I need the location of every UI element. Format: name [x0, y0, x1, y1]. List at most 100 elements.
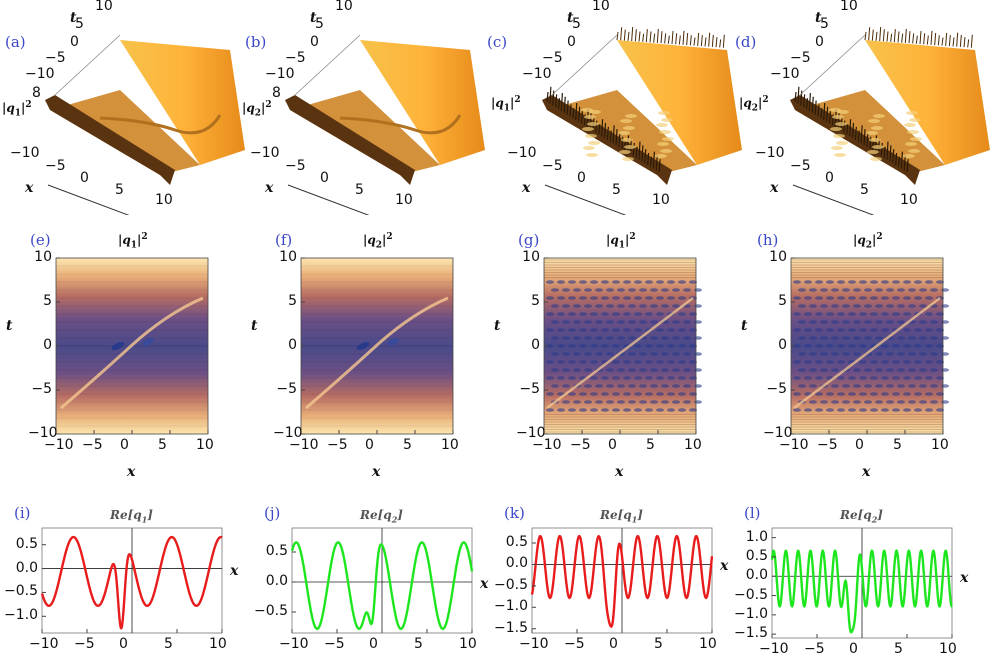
ripple-cell: [661, 352, 669, 356]
x-tick-label: 5: [893, 437, 902, 453]
ripple-cell: [606, 304, 614, 308]
y-tick-label: 5: [778, 293, 787, 309]
ripple-cell: [661, 384, 669, 388]
ripple-cell: [842, 400, 850, 404]
ripple-cell: [612, 360, 620, 364]
ripple-cell: [667, 328, 675, 332]
ripple-cell: [804, 376, 812, 380]
surface-ripple: [909, 118, 921, 122]
ripple-cell: [809, 352, 817, 356]
ripple-cell: [595, 384, 603, 388]
t-tick-label: −5: [542, 50, 563, 66]
surface-panel-a: (a) t 10 5 0 −5 −10 |q1|2 8 −10 −5 0 5 10 x: [0, 0, 260, 215]
ripple-cell: [606, 336, 614, 340]
ripple-cell: [914, 376, 922, 380]
ripple-cell: [903, 344, 911, 348]
surface-spike: [612, 125, 615, 144]
surface-ripple: [834, 153, 846, 157]
surface-spike: [923, 33, 926, 45]
surface-ripple: [908, 149, 920, 153]
y-tick-label: 0: [778, 337, 787, 353]
surface-spike: [880, 142, 883, 157]
ripple-cell: [804, 344, 812, 348]
t-axis-line: [294, 34, 361, 96]
ripple-cell: [601, 408, 609, 412]
ripple-cell: [551, 336, 559, 340]
ripple-cell: [606, 288, 614, 292]
ripple-cell: [941, 288, 949, 292]
x-tick-label: −10: [507, 145, 537, 161]
ripple-cell: [562, 400, 570, 404]
surface-spike: [937, 35, 940, 46]
x-tick-label: −5: [74, 636, 95, 652]
surface-spike: [719, 39, 722, 48]
surface-spike: [854, 126, 857, 140]
y-tick-label: 0.0: [265, 573, 288, 589]
y-axis-label: t: [494, 318, 501, 334]
plot-title: |q1|2: [118, 232, 148, 251]
y-axis-label: t: [6, 318, 13, 334]
surface-spike: [893, 29, 896, 43]
ripple-cell: [793, 376, 801, 380]
surface-spike: [934, 33, 937, 46]
ripple-cell: [842, 320, 850, 324]
y-tick-label: −0.5: [4, 583, 38, 600]
surface-spike: [649, 31, 652, 43]
x-tick-label: 0: [119, 636, 128, 652]
surface-ripple: [867, 150, 879, 154]
surface-ripple: [660, 149, 672, 153]
ripple-cell: [925, 344, 933, 348]
soliton-ridge: [99, 114, 222, 135]
ripple-cell: [892, 312, 900, 316]
y-tick-label: 0: [288, 337, 297, 353]
ripple-cell: [930, 400, 938, 404]
t-axis-line: [799, 34, 866, 96]
y-axis-label: t: [251, 318, 258, 334]
ripple-cell: [881, 392, 889, 396]
ripple-cell: [875, 320, 883, 324]
ripple-cell: [908, 288, 916, 292]
ripple-cell: [551, 288, 559, 292]
ripple-cell: [546, 344, 554, 348]
surface-panel-b: (b) t 10 5 0 −5 −10 |q2|2 8 −10 −5 0 5 10 x: [240, 0, 500, 215]
y-tick-label: −5: [31, 381, 52, 397]
surface-spike: [645, 29, 648, 43]
x-tick-label: 5: [403, 437, 412, 453]
panel-label: (k): [504, 504, 525, 522]
y-tick-label: 0.5: [745, 547, 768, 564]
t-tick-label: −10: [522, 66, 552, 82]
x-axis-line: [792, 184, 875, 215]
ripple-cell: [656, 392, 664, 396]
t-tick-label: 10: [592, 0, 610, 14]
ripple-cell: [897, 368, 905, 372]
ripple-cell: [875, 384, 883, 388]
ripple-cell: [897, 288, 905, 292]
ripple-cell: [925, 360, 933, 364]
ripple-cell: [689, 360, 697, 364]
x-tick-label: −5: [804, 641, 825, 657]
surface-ripple: [618, 131, 630, 135]
ripple-cell: [826, 312, 834, 316]
surface-ripple: [661, 118, 673, 122]
ripple-cell: [837, 392, 845, 396]
ripple-cell: [562, 368, 570, 372]
y-tick-label: −10: [516, 425, 546, 441]
surface-spike: [638, 141, 641, 160]
ripple-cell: [930, 336, 938, 340]
x-tick-label: 10: [684, 437, 702, 453]
ripple-cell: [804, 360, 812, 364]
ripple-cell: [650, 400, 658, 404]
surface-spike: [603, 122, 607, 139]
ripple-cell: [842, 384, 850, 388]
ripple-cell: [584, 368, 592, 372]
t-axis-label: t: [310, 10, 317, 26]
x-tick-label: −10: [279, 636, 309, 652]
ripple-cell: [639, 304, 647, 308]
ripple-cell: [886, 288, 894, 292]
ripple-cell: [848, 376, 856, 380]
ripple-cell: [546, 376, 554, 380]
ripple-cell: [930, 352, 938, 356]
y-tick-label: 0.0: [15, 559, 38, 576]
surface-ripple: [657, 142, 669, 146]
x-tick-label: 10: [900, 192, 918, 208]
